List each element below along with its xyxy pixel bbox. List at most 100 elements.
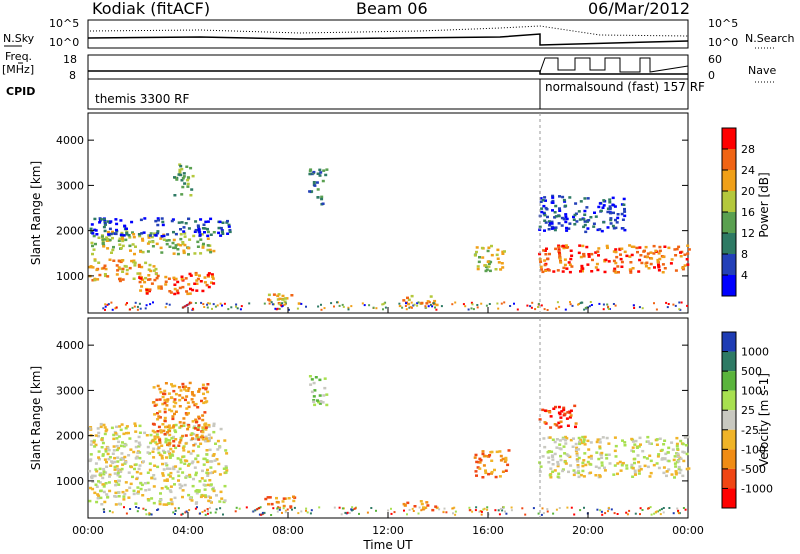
range-cell [480,302,483,305]
range-cell [487,265,491,268]
range-cell [172,400,176,404]
range-cell [637,460,641,464]
range-cell [111,461,115,465]
range-cell [632,450,635,453]
range-cell [202,483,206,487]
range-cell [587,455,591,459]
range-cell [163,410,167,414]
range-cell [538,418,542,421]
range-cell [285,297,289,300]
range-cell [569,438,573,442]
range-cell [623,444,627,447]
range-cell [662,511,665,514]
range-cell [435,303,439,307]
range-cell [168,452,171,455]
range-cell [138,451,142,454]
range-cell [468,509,471,512]
range-cell [277,506,280,509]
range-cell [204,426,208,429]
range-cell [403,509,405,512]
range-cell [209,471,213,475]
range-cell [205,283,209,287]
range-cell [184,511,187,514]
range-cell [628,255,632,258]
range-cell [91,266,95,269]
range-cell [148,288,152,291]
range-cell [676,452,680,456]
range-cell [665,301,668,304]
range-cell [195,282,199,285]
range-cell [177,173,181,176]
range-cell [478,467,482,470]
range-cell [616,213,620,216]
range-cell [475,460,479,464]
range-cell [317,305,320,308]
range-cell [594,465,598,468]
range-cell [559,454,563,458]
range-cell [220,229,224,232]
range-cell [652,463,656,467]
range-cell [185,510,188,513]
range-cell [490,253,494,257]
range-cell [108,456,112,459]
range-cell [113,460,117,464]
range-cell [565,226,568,230]
range-cell [104,450,108,453]
range-cell [638,258,642,262]
range-cell [340,513,343,516]
range-cell [549,476,553,479]
range-cell [197,425,201,429]
range-cell [143,482,147,485]
range-cell [140,285,144,288]
range-cell [202,242,205,246]
range-cell [405,302,408,305]
range-cell [178,421,182,424]
range-cell [541,455,545,458]
range-cell [621,461,625,465]
range-cell [160,457,164,460]
range-cell [551,455,555,458]
range-cell [194,402,198,406]
range-cell [219,234,223,237]
range-cell [608,207,612,211]
range-cell [119,428,123,432]
range-cell [218,446,222,449]
freq-tick-low: 8 [69,69,76,82]
y-tick-label: 4000 [56,339,84,352]
range-cell [115,264,119,267]
range-cell [586,263,590,266]
range-cell [630,437,634,441]
range-cell [657,510,659,513]
range-cell [146,471,150,474]
range-cell [121,239,125,243]
range-cell [600,229,604,233]
range-cell [187,462,191,466]
range-cell [103,220,107,224]
range-cell [570,506,573,509]
range-cell [125,227,128,230]
range-cell [117,435,121,438]
y-tick-label: 1000 [56,270,84,283]
date-title: 06/Mar/2012 [588,0,691,18]
range-cell [206,508,209,510]
data-region [267,293,301,306]
range-cell [211,277,215,280]
range-cell [613,205,617,208]
range-cell [663,439,667,442]
range-cell [585,245,589,249]
range-cell [390,507,392,510]
range-cell [558,257,562,260]
range-cell [560,224,564,227]
range-cell [503,250,506,253]
range-cell [481,450,485,453]
range-cell [116,471,120,475]
range-cell [679,468,683,472]
range-cell [500,302,503,305]
range-cell [187,283,191,286]
colorbar-swatch [722,275,736,296]
range-cell [136,491,140,495]
range-cell [284,509,287,512]
range-cell [172,440,176,443]
range-cell [598,441,602,444]
